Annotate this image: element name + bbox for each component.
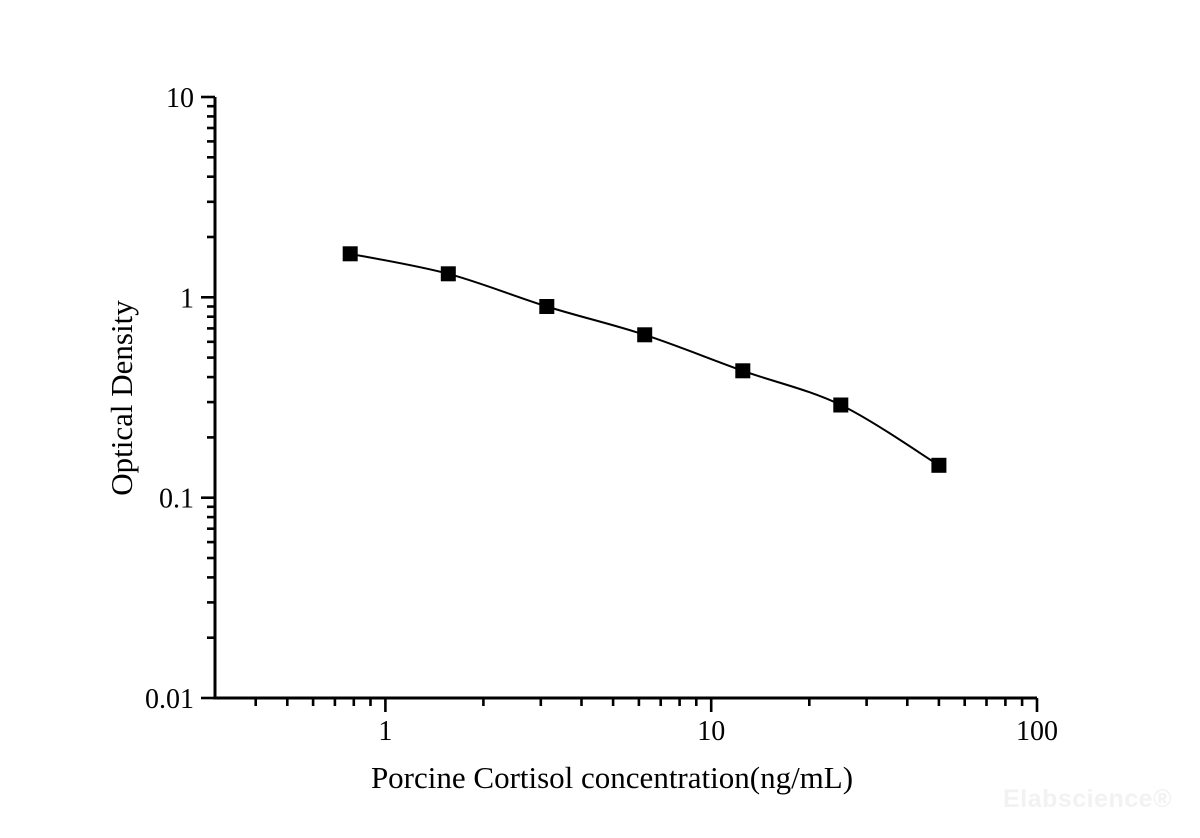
axis-ticks — [201, 95, 1039, 712]
data-point-marker — [539, 299, 555, 314]
x-tick-label: 10 — [697, 716, 725, 747]
watermark-logo: Elabscience® — [1003, 785, 1172, 813]
x-axis-title: Porcine Cortisol concentration(ng/mL) — [370, 760, 854, 795]
data-point-marker — [833, 397, 849, 413]
x-tick-label: 100 — [1016, 716, 1058, 747]
y-tick-label: 0.1 — [159, 484, 194, 515]
x-tick-label: 1 — [378, 716, 392, 747]
axes — [213, 97, 1037, 700]
data-points — [342, 246, 947, 473]
data-point-marker — [342, 246, 358, 262]
y-axis-title: Optical Density — [104, 300, 139, 496]
y-tick-label: 0.01 — [145, 684, 194, 715]
data-point-marker — [637, 327, 653, 343]
tick-labels: 1 10 100 10 1 0.1 0.01 — [145, 83, 1058, 747]
data-point-marker — [735, 363, 751, 379]
data-point-marker — [931, 457, 947, 473]
data-curve — [350, 252, 940, 467]
data-point-marker — [440, 266, 456, 282]
y-tick-label: 1 — [180, 283, 194, 314]
y-tick-label: 10 — [166, 83, 194, 114]
